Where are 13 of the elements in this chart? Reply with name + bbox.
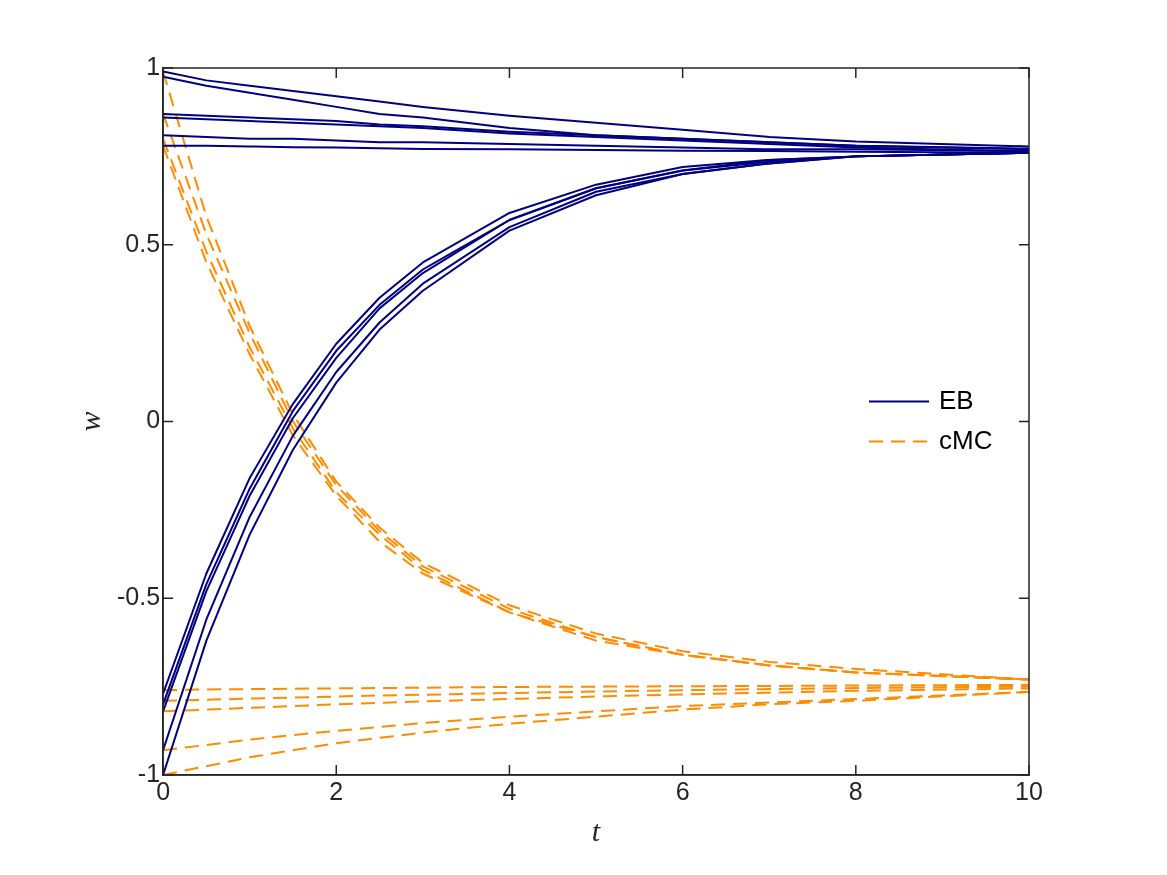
legend-label: cMC [939, 424, 993, 455]
x-tick-label: 6 [675, 776, 690, 805]
x-tick-label: 8 [848, 776, 863, 805]
y-tick-label: 1 [146, 51, 161, 80]
y-tick-label: 0.5 [125, 228, 161, 257]
y-tick-label: 0 [146, 405, 161, 434]
x-axis-title: t [591, 813, 601, 847]
legend-label: EB [939, 384, 974, 415]
x-tick-label: 2 [329, 776, 344, 805]
y-axis-title: w [72, 411, 106, 432]
x-tick-label: 4 [502, 776, 517, 805]
x-tick-label: 10 [1015, 776, 1043, 805]
y-tick-label: -0.5 [116, 582, 161, 611]
